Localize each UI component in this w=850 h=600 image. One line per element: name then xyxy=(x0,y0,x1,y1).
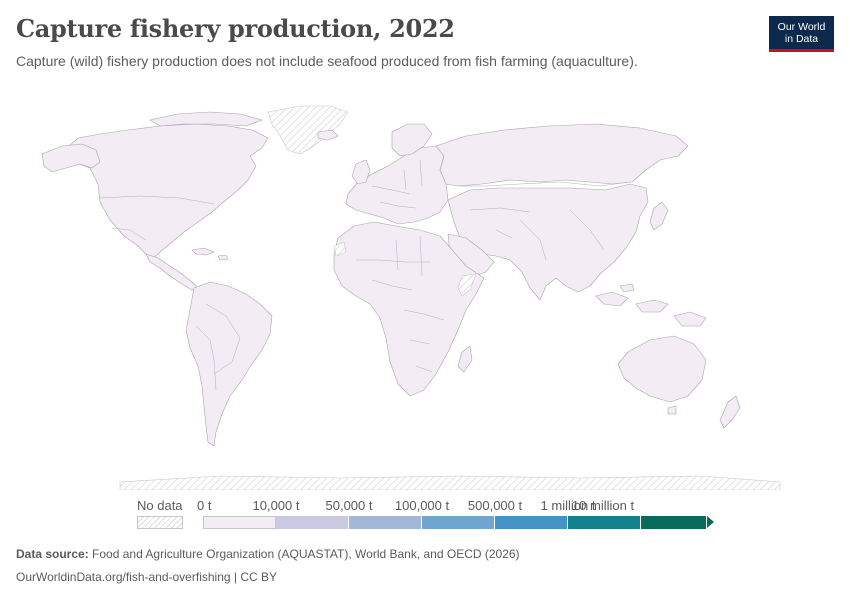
logo-line-1: Our World xyxy=(777,20,826,33)
legend-swatch-top[interactable] xyxy=(641,516,707,529)
andes-border xyxy=(195,325,217,391)
data-source-label: Data source: xyxy=(16,547,89,561)
legend-swatch[interactable] xyxy=(495,516,568,529)
europe-borders xyxy=(371,159,423,209)
scandinavia-region[interactable] xyxy=(391,123,433,157)
legend-label: 50,000 t xyxy=(325,498,373,513)
russia-border xyxy=(458,181,631,187)
asia-region[interactable] xyxy=(447,183,649,301)
brazil-border xyxy=(205,303,241,375)
north-america-region[interactable] xyxy=(61,123,269,263)
africa-region[interactable] xyxy=(333,221,485,397)
new-zealand-region[interactable] xyxy=(719,395,741,429)
legend-label: 10,000 t xyxy=(252,498,300,513)
legend-swatch[interactable] xyxy=(568,516,641,529)
legend-color-bar xyxy=(203,516,714,529)
legend-arrow-icon xyxy=(707,516,714,528)
legend-swatch[interactable] xyxy=(276,516,349,529)
antarctica-region[interactable] xyxy=(119,475,781,490)
arctic-islands-region[interactable] xyxy=(149,111,263,127)
legend-swatch[interactable] xyxy=(422,516,495,529)
europe-region[interactable] xyxy=(345,145,449,225)
legend-label: 500,000 t xyxy=(467,498,523,513)
tasmania-region[interactable] xyxy=(667,405,677,415)
legend-label: 1 million t xyxy=(540,498,596,513)
greenland-region[interactable] xyxy=(267,105,349,155)
owid-logo[interactable]: Our World in Data xyxy=(769,16,834,52)
alaska-region[interactable] xyxy=(41,143,101,173)
data-source: Data source: Food and Agriculture Organi… xyxy=(16,547,520,561)
japan-region[interactable] xyxy=(649,201,669,231)
map-legend: No data 0 t 10,000 t 50,000 t 100,000 t 500,… xyxy=(0,490,850,535)
western-sahara-region[interactable] xyxy=(333,241,347,257)
source-url[interactable]: OurWorldinData.org/fish-and-overfishing … xyxy=(16,570,277,584)
data-source-text: Food and Agriculture Organization (AQUAS… xyxy=(88,547,520,561)
legend-label: 100,000 t xyxy=(394,498,450,513)
logo-line-2: in Data xyxy=(784,32,819,45)
new-guinea-region[interactable] xyxy=(673,311,707,327)
southeast-asia-islands[interactable] xyxy=(595,283,669,313)
legend-no-data-label: No data xyxy=(137,498,183,513)
legend-label: 0 t xyxy=(197,498,212,513)
chart-subtitle: Capture (wild) fishery production does n… xyxy=(16,53,638,69)
british-isles[interactable] xyxy=(351,159,371,185)
us-canada-border xyxy=(99,195,215,205)
world-map[interactable] xyxy=(0,90,850,490)
legend-no-data-swatch[interactable] xyxy=(137,516,183,529)
central-america-region[interactable] xyxy=(145,253,199,291)
chart-title: Capture fishery production, 2022 xyxy=(16,14,455,43)
legend-label: 10 million t xyxy=(571,498,635,513)
asia-borders xyxy=(469,207,605,261)
australia-region[interactable] xyxy=(617,335,707,403)
russia-region[interactable] xyxy=(435,123,689,187)
somalia-region[interactable] xyxy=(457,273,477,297)
africa-borders xyxy=(356,235,445,373)
legend-swatch[interactable] xyxy=(203,516,276,529)
caribbean-islands[interactable] xyxy=(191,247,229,261)
us-mexico-border xyxy=(111,227,147,241)
iceland-region[interactable] xyxy=(317,129,339,141)
legend-swatch[interactable] xyxy=(349,516,422,529)
madagascar-region[interactable] xyxy=(457,345,473,373)
